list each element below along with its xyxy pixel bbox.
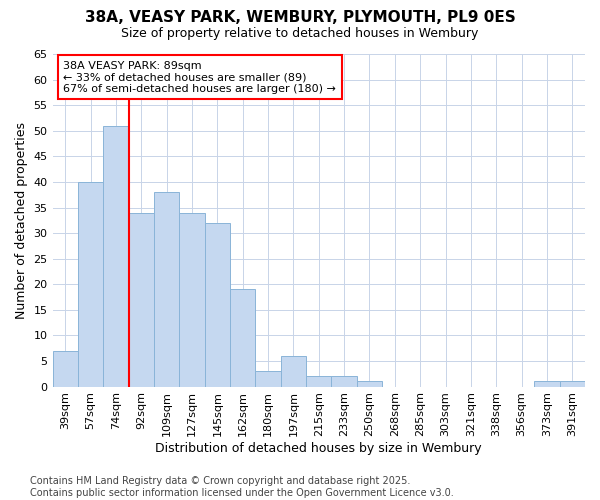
Bar (281, 356, 306, 386)
Bar (78, 182, 103, 386)
Bar (357, 382, 382, 386)
Bar (179, 212, 205, 386)
Bar (103, 126, 128, 386)
Bar (154, 192, 179, 386)
Y-axis label: Number of detached properties: Number of detached properties (15, 122, 28, 319)
Bar (256, 371, 281, 386)
Text: 38A VEASY PARK: 89sqm
← 33% of detached houses are smaller (89)
67% of semi-deta: 38A VEASY PARK: 89sqm ← 33% of detached … (63, 60, 336, 94)
Bar (534, 382, 560, 386)
Bar (560, 382, 585, 386)
Bar (205, 223, 230, 386)
Text: 38A, VEASY PARK, WEMBURY, PLYMOUTH, PL9 0ES: 38A, VEASY PARK, WEMBURY, PLYMOUTH, PL9 … (85, 10, 515, 25)
Bar (53, 351, 78, 386)
Bar (331, 376, 357, 386)
Bar (128, 212, 154, 386)
Bar (306, 376, 331, 386)
Text: Contains HM Land Registry data © Crown copyright and database right 2025.
Contai: Contains HM Land Registry data © Crown c… (30, 476, 454, 498)
Bar (230, 290, 256, 386)
Text: Size of property relative to detached houses in Wembury: Size of property relative to detached ho… (121, 28, 479, 40)
X-axis label: Distribution of detached houses by size in Wembury: Distribution of detached houses by size … (155, 442, 482, 455)
